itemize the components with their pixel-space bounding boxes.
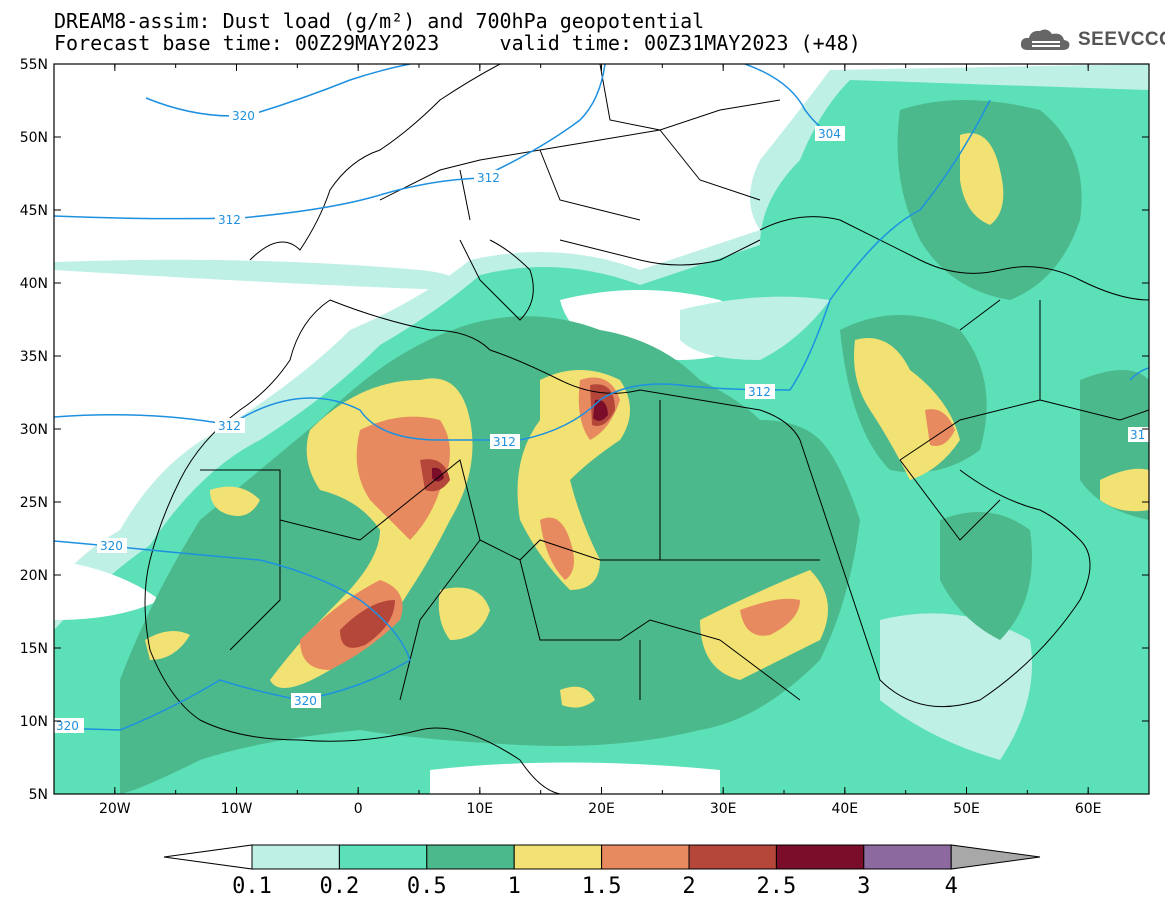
lat-label: 45N bbox=[20, 203, 48, 219]
lon-label: 20W bbox=[99, 801, 131, 817]
lat-label: 10N bbox=[20, 714, 48, 730]
lon-label: 20E bbox=[588, 801, 615, 817]
lon-label: 0 bbox=[354, 801, 363, 817]
colorbar-box bbox=[775, 844, 865, 870]
lat-label: 5N bbox=[29, 787, 48, 803]
base-time: Forecast base time: 00Z29MAY2023 bbox=[54, 31, 440, 55]
map-title: DREAM8-assim: Dust load (g/m²) and 700hP… bbox=[54, 10, 861, 54]
lat-label: 35N bbox=[20, 349, 48, 365]
colorbar-high-triangle bbox=[950, 844, 1041, 870]
lat-label: 50N bbox=[20, 130, 48, 146]
lat-label: 20N bbox=[20, 568, 48, 584]
lon-label: 10W bbox=[221, 801, 253, 817]
lon-label: 30E bbox=[710, 801, 737, 817]
colorbar-label: 1 bbox=[508, 874, 521, 899]
valid-time: valid time: 00Z31MAY2023 (+48) bbox=[499, 31, 861, 55]
colorbar-label: 1.5 bbox=[582, 874, 622, 899]
colorbar-label: 0.2 bbox=[320, 874, 360, 899]
contour-label: 320 bbox=[56, 719, 79, 733]
contour-label: 312 bbox=[477, 171, 500, 185]
colorbar-label: 4 bbox=[945, 874, 958, 899]
colorbar-label: 3 bbox=[857, 874, 870, 899]
lat-label: 55N bbox=[20, 57, 48, 73]
logo-text: SEEVCCC bbox=[1078, 29, 1165, 50]
contour-label: 304 bbox=[818, 127, 841, 141]
colorbar-label: 2.5 bbox=[757, 874, 797, 899]
colorbar-box bbox=[513, 844, 603, 870]
axis-labels: 20W 10W 0 10E 20E 30E 40E 50E 60E 55N 50N 45N 40N 35N… bbox=[20, 57, 1102, 817]
contour-label: 312 bbox=[218, 419, 241, 433]
colorbar-box bbox=[863, 844, 952, 870]
colorbar-low-triangle bbox=[163, 844, 253, 870]
lat-label: 15N bbox=[20, 641, 48, 657]
lon-label: 60E bbox=[1075, 801, 1102, 817]
colorbar-box bbox=[338, 844, 428, 870]
lat-label: 30N bbox=[20, 422, 48, 438]
seevccc-logo: SEEVCCC bbox=[1018, 26, 1165, 54]
colorbar-box bbox=[251, 844, 340, 870]
contour-label: 320 bbox=[294, 694, 317, 708]
title-line1: DREAM8-assim: Dust load (g/m²) and 700hP… bbox=[54, 9, 705, 33]
axis-ticks bbox=[53, 63, 1150, 795]
cloud-icon bbox=[1020, 29, 1070, 50]
contour-label: 320 bbox=[232, 109, 255, 123]
lon-label: 10E bbox=[466, 801, 493, 817]
colorbar-label: 2 bbox=[682, 874, 695, 899]
contour-label: 312 bbox=[493, 435, 516, 449]
colorbar-box bbox=[426, 844, 515, 870]
colorbar-box bbox=[601, 844, 690, 870]
contour-label: 31 bbox=[1130, 428, 1145, 442]
contour-label: 312 bbox=[218, 213, 241, 227]
dust-field bbox=[54, 64, 1149, 794]
geopotential-contours bbox=[54, 64, 1149, 731]
contour-labels: 320 304 312 312 312 312 312 320 320 320 … bbox=[54, 108, 1149, 733]
contour-label: 312 bbox=[748, 385, 771, 399]
colorbar-label: 0.1 bbox=[232, 874, 272, 899]
title-line2: Forecast base time: 00Z29MAY2023 valid t… bbox=[54, 32, 861, 54]
country-borders bbox=[144, 64, 1149, 794]
lat-label: 40N bbox=[20, 276, 48, 292]
lon-label: 40E bbox=[831, 801, 858, 817]
colorbar-label: 0.5 bbox=[407, 874, 447, 899]
colorbar-box bbox=[688, 844, 777, 870]
lon-label: 50E bbox=[953, 801, 980, 817]
lat-label: 25N bbox=[20, 495, 48, 511]
contour-label: 320 bbox=[100, 539, 123, 553]
